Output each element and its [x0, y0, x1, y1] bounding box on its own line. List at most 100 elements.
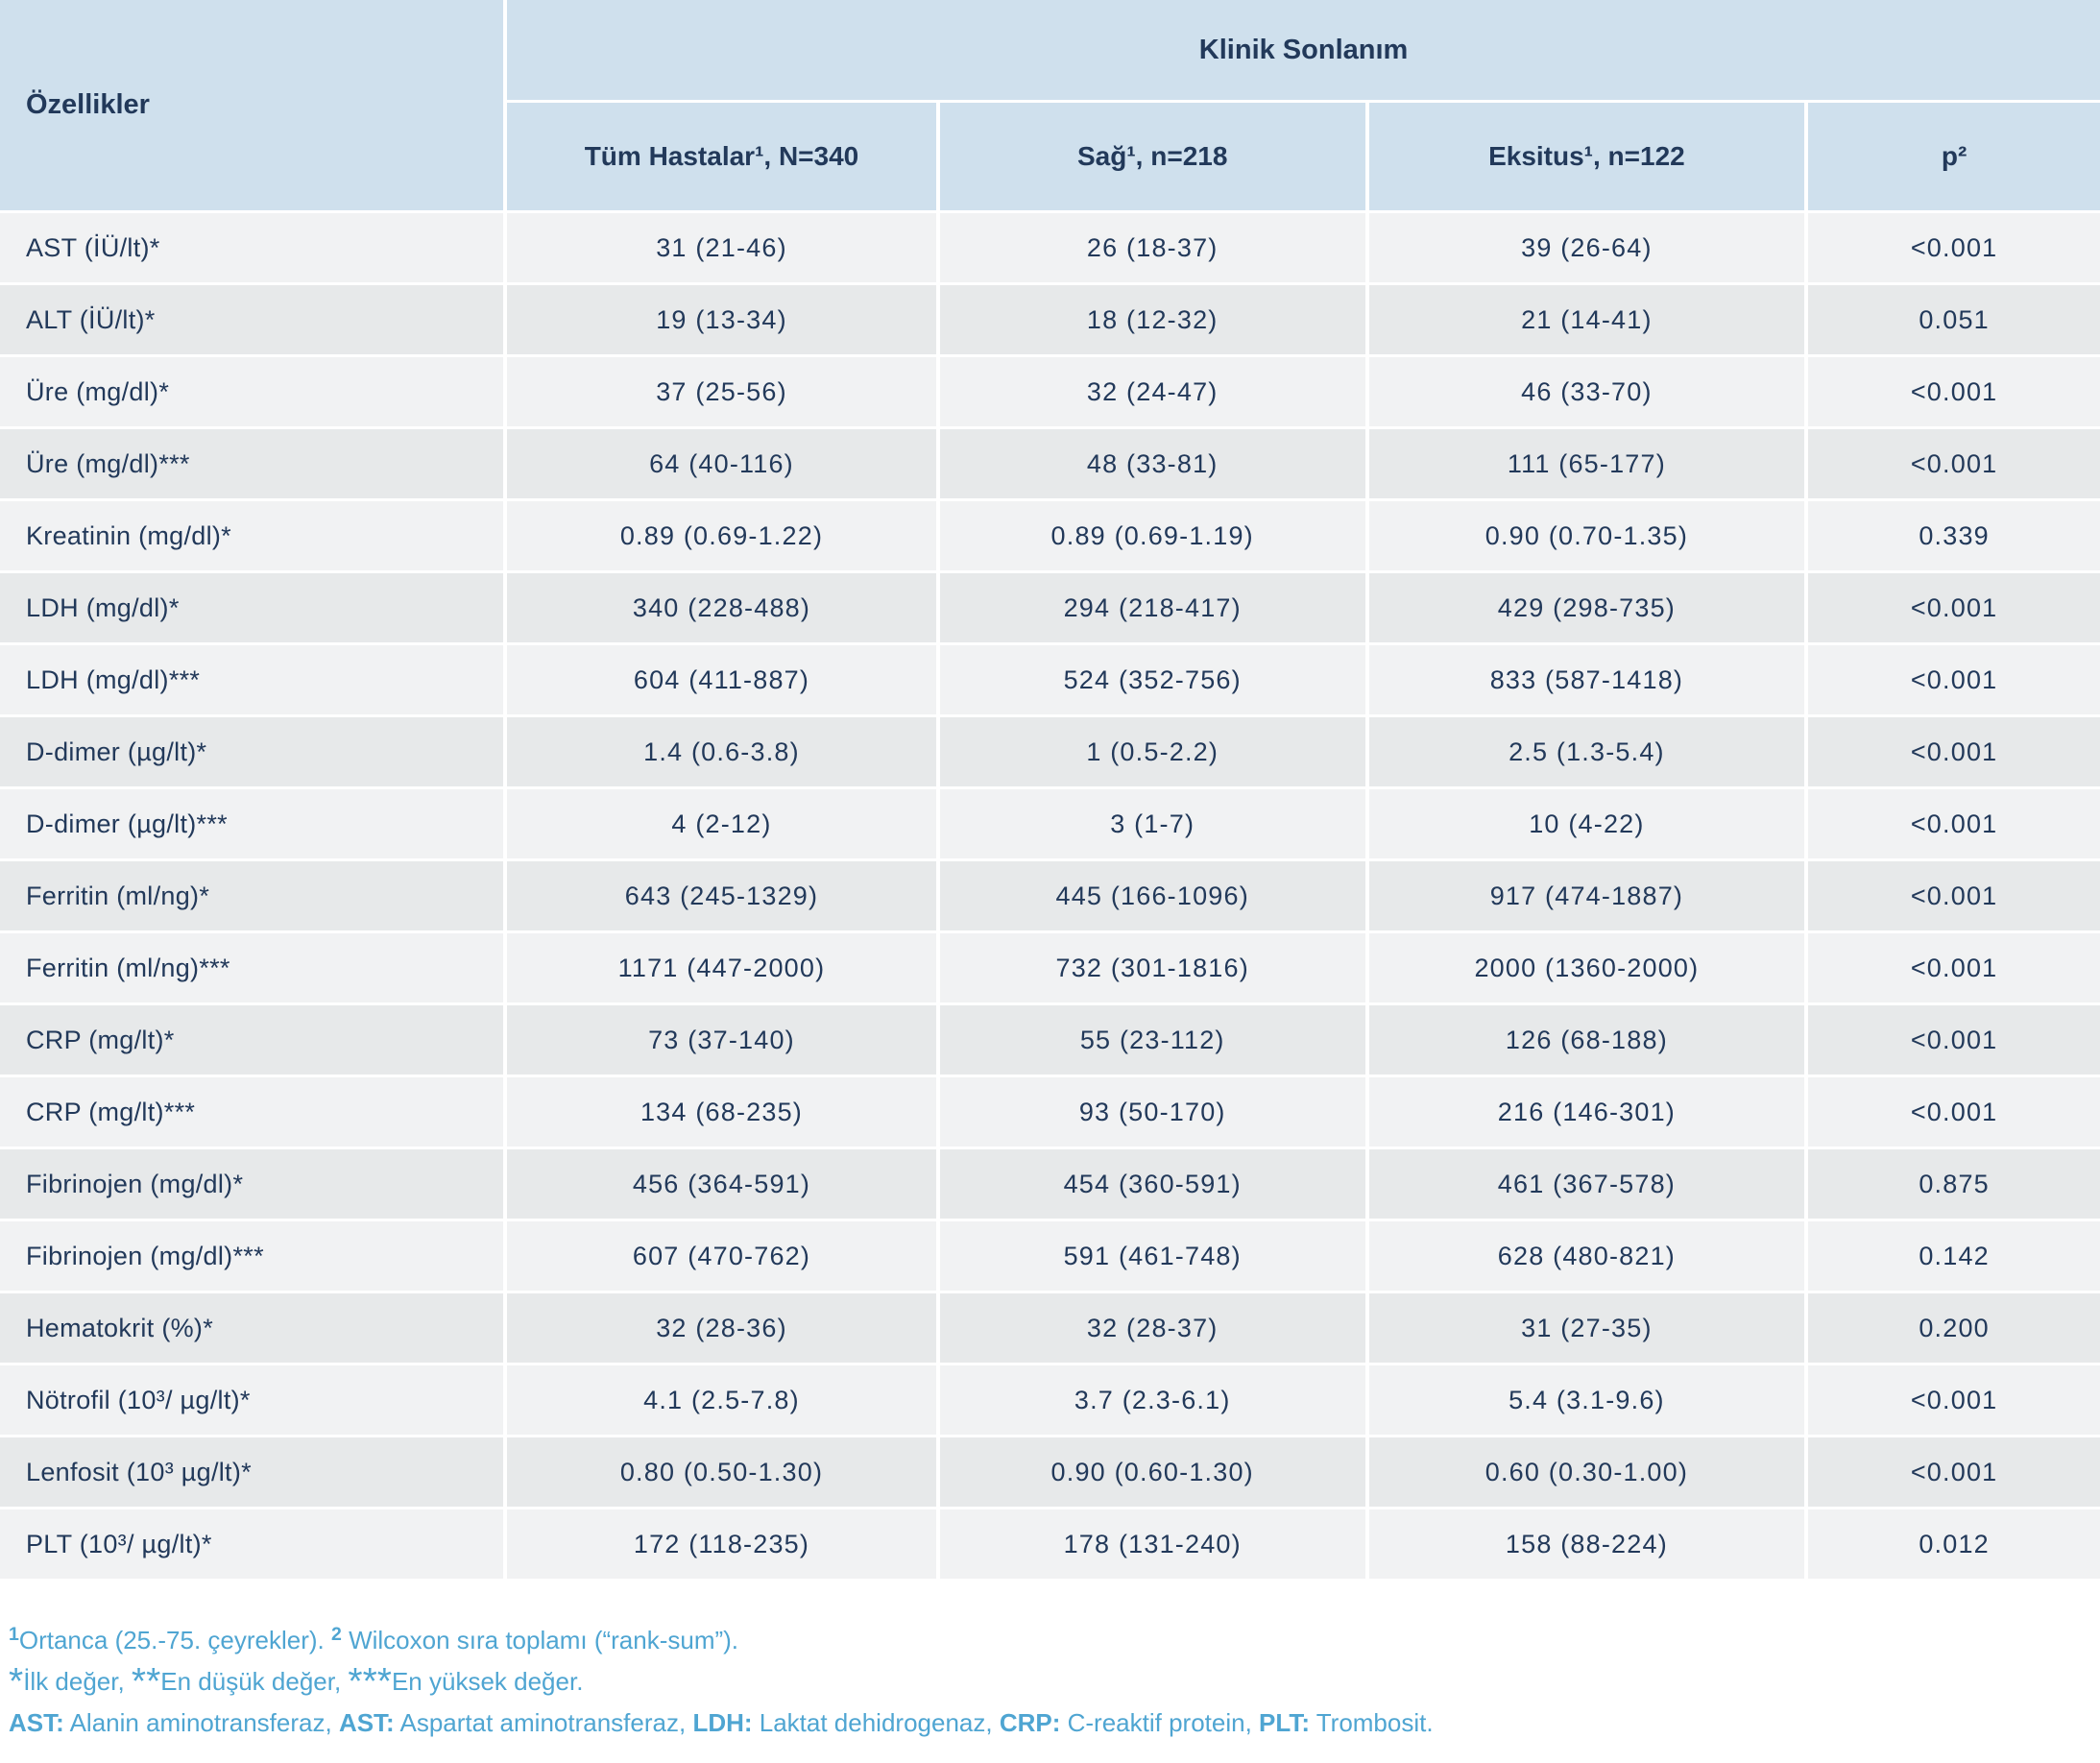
value-cell: 134 (68-235) — [507, 1077, 936, 1147]
footnote-line: 1Ortanca (25.-75. çeyrekler). 2 Wilcoxon… — [9, 1619, 2100, 1661]
value-cell: 93 (50-170) — [939, 1077, 1365, 1147]
column-header-alive: Sağ¹, n=218 — [939, 103, 1365, 210]
value-cell: 31 (27-35) — [1368, 1293, 1805, 1363]
value-cell: 3.7 (2.3-6.1) — [939, 1365, 1365, 1435]
group-header-cell: Klinik Sonlanım — [507, 0, 2100, 100]
value-cell: 172 (118-235) — [507, 1509, 936, 1579]
value-cell: 5.4 (3.1-9.6) — [1368, 1365, 1805, 1435]
value-cell: 456 (364-591) — [507, 1149, 936, 1219]
p-value-cell: <0.001 — [1808, 645, 2100, 714]
features-header-cell: Özellikler — [0, 0, 504, 210]
row-label-cell: Kreatinin (mg/dl)* — [0, 501, 504, 570]
p-value-cell: <0.001 — [1808, 429, 2100, 498]
value-cell: 454 (360-591) — [939, 1149, 1365, 1219]
value-cell: 32 (28-36) — [507, 1293, 936, 1363]
value-cell: 31 (21-46) — [507, 213, 936, 282]
value-cell: 32 (24-47) — [939, 357, 1365, 426]
row-label-cell: Fibrinojen (mg/dl)*** — [0, 1221, 504, 1291]
group-header-label: Klinik Sonlanım — [1198, 34, 1409, 65]
value-cell: 340 (228-488) — [507, 573, 936, 642]
row-label-cell: Ferritin (ml/ng)*** — [0, 933, 504, 1002]
value-cell: 461 (367-578) — [1368, 1149, 1805, 1219]
footnote-segment: * — [9, 1660, 24, 1703]
row-label-cell: LDH (mg/dl)* — [0, 573, 504, 642]
value-cell: 126 (68-188) — [1368, 1005, 1805, 1075]
footnote-segment: İlk değer, — [23, 1666, 132, 1696]
value-cell: 4.1 (2.5-7.8) — [507, 1365, 936, 1435]
footnote-segment: PLT: — [1259, 1707, 1310, 1737]
p-value-cell: <0.001 — [1808, 1005, 2100, 1075]
value-cell: 21 (14-41) — [1368, 285, 1805, 354]
row-label-cell: LDH (mg/dl)*** — [0, 645, 504, 714]
p-value-cell: 0.339 — [1808, 501, 2100, 570]
value-cell: 643 (245-1329) — [507, 861, 936, 930]
value-cell: 158 (88-224) — [1368, 1509, 1805, 1579]
row-label-cell: D-dimer (µg/lt)* — [0, 717, 504, 786]
footnote-segment: En düşük değer, — [160, 1666, 349, 1696]
value-cell: 2000 (1360-2000) — [1368, 933, 1805, 1002]
column-header-deceased: Eksitus¹, n=122 — [1368, 103, 1805, 210]
footnote-segment: C-reaktif protein, — [1060, 1707, 1260, 1737]
value-cell: 26 (18-37) — [939, 213, 1365, 282]
value-cell: 4 (2-12) — [507, 789, 936, 858]
value-cell: 604 (411-887) — [507, 645, 936, 714]
row-label-cell: CRP (mg/lt)* — [0, 1005, 504, 1075]
value-cell: 2.5 (1.3-5.4) — [1368, 717, 1805, 786]
value-cell: 628 (480-821) — [1368, 1221, 1805, 1291]
footnote-segment: AST: — [338, 1707, 395, 1737]
value-cell: 0.80 (0.50-1.30) — [507, 1437, 936, 1507]
value-cell: 32 (28-37) — [939, 1293, 1365, 1363]
p-value-cell: <0.001 — [1808, 573, 2100, 642]
footnotes: 1Ortanca (25.-75. çeyrekler). 2 Wilcoxon… — [0, 1619, 2100, 1743]
row-label-cell: Üre (mg/dl)* — [0, 357, 504, 426]
column-header-p-value: p² — [1808, 103, 2100, 210]
column-header-all-patients: Tüm Hastalar¹, N=340 — [507, 103, 936, 210]
p-value-cell: <0.001 — [1808, 1077, 2100, 1147]
p-value-cell: <0.001 — [1808, 789, 2100, 858]
clinical-outcomes-table: Özellikler Klinik Sonlanım Tüm Hastalar¹… — [0, 0, 2100, 1579]
footnote-segment: Aspartat aminotransferaz, — [394, 1707, 693, 1737]
value-cell: 0.90 (0.70-1.35) — [1368, 501, 1805, 570]
row-label-cell: D-dimer (µg/lt)*** — [0, 789, 504, 858]
p-value-cell: <0.001 — [1808, 933, 2100, 1002]
p-value-cell: 0.051 — [1808, 285, 2100, 354]
p-value-cell: <0.001 — [1808, 861, 2100, 930]
footnote-segment: Trombosit. — [1309, 1707, 1434, 1737]
value-cell: 46 (33-70) — [1368, 357, 1805, 426]
footnote-segment: Alanin aminotransferaz, — [63, 1707, 339, 1737]
row-label-cell: Lenfosit (10³ µg/lt)* — [0, 1437, 504, 1507]
value-cell: 39 (26-64) — [1368, 213, 1805, 282]
row-label-cell: AST (İÜ/lt)* — [0, 213, 504, 282]
value-cell: 111 (65-177) — [1368, 429, 1805, 498]
footnote-segment: AST: — [9, 1707, 64, 1737]
value-cell: 591 (461-748) — [939, 1221, 1365, 1291]
footnote-line: *İlk değer, **En düşük değer, ***En yüks… — [9, 1661, 2100, 1703]
value-cell: 216 (146-301) — [1368, 1077, 1805, 1147]
value-cell: 0.60 (0.30-1.00) — [1368, 1437, 1805, 1507]
row-label-cell: Üre (mg/dl)*** — [0, 429, 504, 498]
value-cell: 0.90 (0.60-1.30) — [939, 1437, 1365, 1507]
row-label-cell: Fibrinojen (mg/dl)* — [0, 1149, 504, 1219]
row-label-cell: Ferritin (ml/ng)* — [0, 861, 504, 930]
p-value-cell: <0.001 — [1808, 1437, 2100, 1507]
value-cell: 732 (301-1816) — [939, 933, 1365, 1002]
value-cell: 73 (37-140) — [507, 1005, 936, 1075]
p-value-cell: 0.875 — [1808, 1149, 2100, 1219]
value-cell: 64 (40-116) — [507, 429, 936, 498]
value-cell: 607 (470-762) — [507, 1221, 936, 1291]
value-cell: 37 (25-56) — [507, 357, 936, 426]
p-value-cell: <0.001 — [1808, 213, 2100, 282]
value-cell: 445 (166-1096) — [939, 861, 1365, 930]
features-header-label: Özellikler — [26, 89, 150, 120]
p-value-cell: 0.200 — [1808, 1293, 2100, 1363]
value-cell: 10 (4-22) — [1368, 789, 1805, 858]
p-value-cell: <0.001 — [1808, 1365, 2100, 1435]
value-cell: 917 (474-1887) — [1368, 861, 1805, 930]
value-cell: 18 (12-32) — [939, 285, 1365, 354]
footnote-segment: CRP: — [999, 1707, 1061, 1737]
p-value-cell: 0.012 — [1808, 1509, 2100, 1579]
footnote-segment: *** — [348, 1660, 392, 1703]
footnote-segment: 2 — [330, 1624, 342, 1645]
value-cell: 19 (13-34) — [507, 285, 936, 354]
